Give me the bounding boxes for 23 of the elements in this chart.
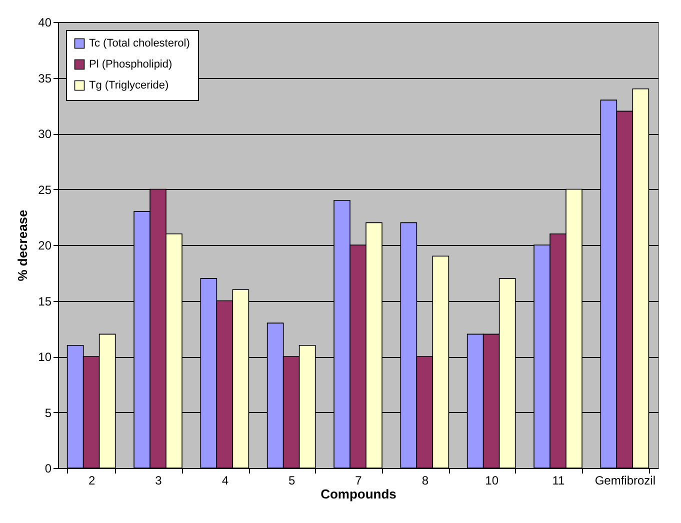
legend-label: Pl (Phospholipid) (89, 58, 172, 70)
y-axis-title: % decrease (15, 210, 30, 282)
x-tick-label: 3 (155, 474, 162, 488)
x-tick-label: 7 (355, 474, 362, 488)
x-tick-label: 11 (552, 474, 566, 488)
x-tick-label: 2 (88, 474, 96, 488)
y-tick-label: 10 (38, 350, 52, 364)
y-tick-label: 25 (38, 182, 52, 197)
x-tick-label: 5 (288, 474, 296, 488)
x-tick-label: 10 (485, 474, 499, 488)
x-axis-title: Compounds (320, 486, 396, 502)
y-tick-label: 15 (38, 294, 52, 308)
legend-label: Tg (Triglyceride) (89, 80, 169, 92)
y-tick-label: 0 (44, 462, 52, 476)
y-tick-label: 40 (38, 16, 52, 30)
y-tick-label: 30 (38, 127, 52, 141)
legend-label: Tc (Total cholesterol) (89, 38, 190, 50)
y-tick-label: 20 (38, 238, 52, 252)
x-tick-label: 8 (422, 474, 429, 488)
x-tick-label: Gemfibrozil (594, 474, 656, 488)
y-tick-label: 35 (38, 71, 52, 86)
y-tick-label: 5 (44, 406, 52, 420)
x-tick-label: 4 (222, 474, 229, 488)
